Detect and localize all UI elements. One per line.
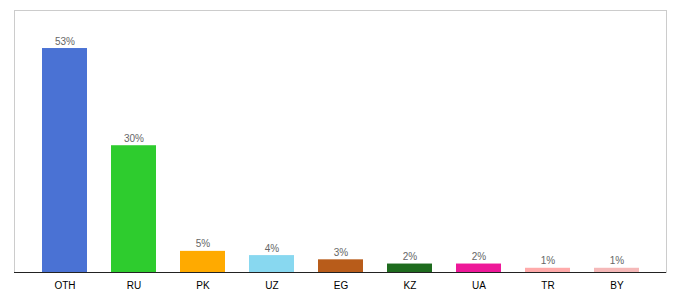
svg-text:PK: PK bbox=[196, 280, 210, 291]
svg-text:53%: 53% bbox=[55, 36, 75, 47]
svg-text:30%: 30% bbox=[124, 133, 144, 144]
svg-text:2%: 2% bbox=[472, 251, 487, 262]
svg-text:BY: BY bbox=[610, 280, 624, 291]
svg-text:3%: 3% bbox=[334, 247, 349, 258]
svg-text:UA: UA bbox=[472, 280, 486, 291]
svg-text:1%: 1% bbox=[541, 255, 556, 266]
svg-text:1%: 1% bbox=[610, 255, 625, 266]
svg-text:EG: EG bbox=[334, 280, 349, 291]
svg-text:UZ: UZ bbox=[265, 280, 278, 291]
svg-text:4%: 4% bbox=[265, 243, 280, 254]
svg-text:TR: TR bbox=[541, 280, 554, 291]
svg-text:RU: RU bbox=[127, 280, 141, 291]
svg-text:KZ: KZ bbox=[404, 280, 417, 291]
svg-text:5%: 5% bbox=[196, 238, 211, 249]
svg-text:OTH: OTH bbox=[54, 280, 75, 291]
svg-text:2%: 2% bbox=[403, 251, 418, 262]
